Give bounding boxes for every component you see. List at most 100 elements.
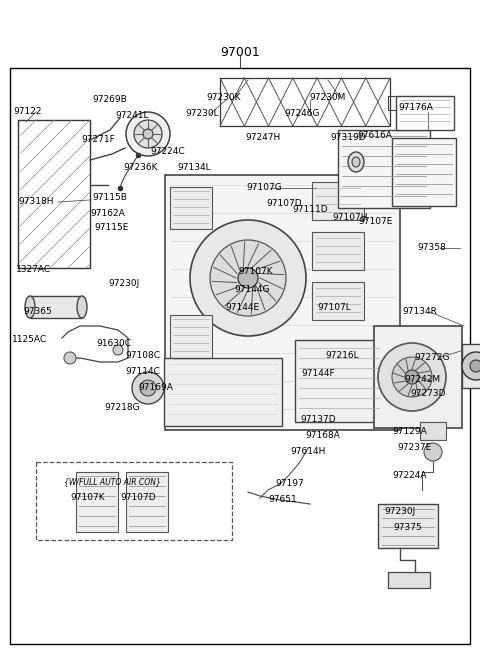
Circle shape xyxy=(424,443,442,461)
Bar xyxy=(388,572,430,588)
Bar xyxy=(165,175,400,430)
Circle shape xyxy=(392,357,432,397)
Bar xyxy=(126,472,168,532)
Bar xyxy=(295,340,383,422)
Circle shape xyxy=(470,360,480,372)
Text: 97236K: 97236K xyxy=(124,163,158,173)
Text: 97273D: 97273D xyxy=(410,390,446,398)
Text: 97197: 97197 xyxy=(276,480,304,489)
Circle shape xyxy=(378,343,446,411)
Bar xyxy=(164,358,282,426)
Bar xyxy=(462,344,480,388)
Ellipse shape xyxy=(348,152,364,172)
Circle shape xyxy=(134,120,162,148)
Text: 97230J: 97230J xyxy=(108,279,140,289)
Text: 97247H: 97247H xyxy=(245,134,281,142)
Text: 1125AC: 1125AC xyxy=(12,335,48,344)
Text: 97272G: 97272G xyxy=(414,354,450,363)
Bar xyxy=(374,326,462,428)
Text: 97319D: 97319D xyxy=(330,134,366,142)
Bar xyxy=(170,315,212,363)
Bar xyxy=(10,68,470,644)
Text: 97358: 97358 xyxy=(418,243,446,253)
Text: 97242M: 97242M xyxy=(404,375,440,384)
Text: 97230J: 97230J xyxy=(384,508,416,516)
Text: 97651: 97651 xyxy=(269,495,298,504)
Bar xyxy=(312,282,364,320)
Text: 97616A: 97616A xyxy=(358,131,393,140)
Text: 97176A: 97176A xyxy=(398,104,433,112)
Ellipse shape xyxy=(25,296,35,318)
Text: 97107D: 97107D xyxy=(120,493,156,502)
Bar xyxy=(76,472,118,532)
Text: 97224C: 97224C xyxy=(151,148,185,157)
Text: 97614H: 97614H xyxy=(290,447,326,457)
Circle shape xyxy=(210,240,286,316)
Text: 97318H: 97318H xyxy=(18,197,54,207)
Text: 97111D: 97111D xyxy=(292,205,328,215)
Text: 97230M: 97230M xyxy=(310,94,346,102)
Text: 97107G: 97107G xyxy=(246,184,282,192)
Text: 91630C: 91630C xyxy=(96,340,132,348)
Bar xyxy=(18,120,90,268)
Text: 1327AC: 1327AC xyxy=(16,266,51,274)
Circle shape xyxy=(64,352,76,364)
Text: 97271F: 97271F xyxy=(81,136,115,144)
Bar xyxy=(170,187,212,229)
Bar xyxy=(36,462,232,540)
Text: 97107L: 97107L xyxy=(317,304,351,312)
Circle shape xyxy=(126,112,170,156)
Text: 97230K: 97230K xyxy=(207,94,241,102)
Text: {W/FULL AUTO AIR CON}: {W/FULL AUTO AIR CON} xyxy=(63,478,160,487)
Bar xyxy=(392,138,456,206)
Text: 97216L: 97216L xyxy=(325,352,359,361)
Text: 97144F: 97144F xyxy=(301,369,335,379)
Circle shape xyxy=(113,345,123,355)
Text: 97241L: 97241L xyxy=(115,112,149,121)
Text: 97001: 97001 xyxy=(220,45,260,58)
Bar xyxy=(312,182,364,220)
Bar xyxy=(220,78,390,126)
Text: 97269B: 97269B xyxy=(93,96,127,104)
Text: 97218G: 97218G xyxy=(104,403,140,413)
Circle shape xyxy=(405,370,419,384)
Text: 97144G: 97144G xyxy=(234,285,270,295)
Text: 97168A: 97168A xyxy=(306,432,340,440)
Text: 97107D: 97107D xyxy=(266,199,302,209)
Bar xyxy=(30,296,82,318)
Circle shape xyxy=(143,129,153,139)
Circle shape xyxy=(132,372,164,404)
Text: 97224A: 97224A xyxy=(393,472,427,480)
Text: 97107K: 97107K xyxy=(239,268,273,276)
Text: 97169A: 97169A xyxy=(139,384,173,392)
Text: 97237E: 97237E xyxy=(398,443,432,453)
Text: 97107H: 97107H xyxy=(332,213,368,222)
Text: 97375: 97375 xyxy=(394,523,422,533)
Text: 97365: 97365 xyxy=(24,308,52,316)
Bar xyxy=(312,232,364,270)
Circle shape xyxy=(238,268,258,288)
Circle shape xyxy=(462,352,480,380)
Bar xyxy=(420,422,446,440)
Text: 97134L: 97134L xyxy=(177,163,211,173)
Ellipse shape xyxy=(77,296,87,318)
Text: 97108C: 97108C xyxy=(125,352,160,361)
Text: 97144E: 97144E xyxy=(225,304,259,312)
Text: 97115E: 97115E xyxy=(95,224,129,232)
Text: 97122: 97122 xyxy=(14,108,42,117)
Text: 97246G: 97246G xyxy=(284,110,320,119)
Bar xyxy=(396,96,454,130)
Bar xyxy=(338,130,430,208)
Text: 97115B: 97115B xyxy=(93,194,127,203)
Text: 97107K: 97107K xyxy=(71,493,105,502)
Text: 97129A: 97129A xyxy=(393,428,427,436)
Text: 97114C: 97114C xyxy=(126,367,160,377)
Text: 97162A: 97162A xyxy=(91,209,125,218)
Text: 97137D: 97137D xyxy=(300,415,336,424)
Text: 97230L: 97230L xyxy=(185,110,219,119)
Bar xyxy=(378,504,438,548)
Circle shape xyxy=(190,220,306,336)
Text: 97107E: 97107E xyxy=(359,218,393,226)
Circle shape xyxy=(140,380,156,396)
Text: 97134R: 97134R xyxy=(403,308,437,316)
